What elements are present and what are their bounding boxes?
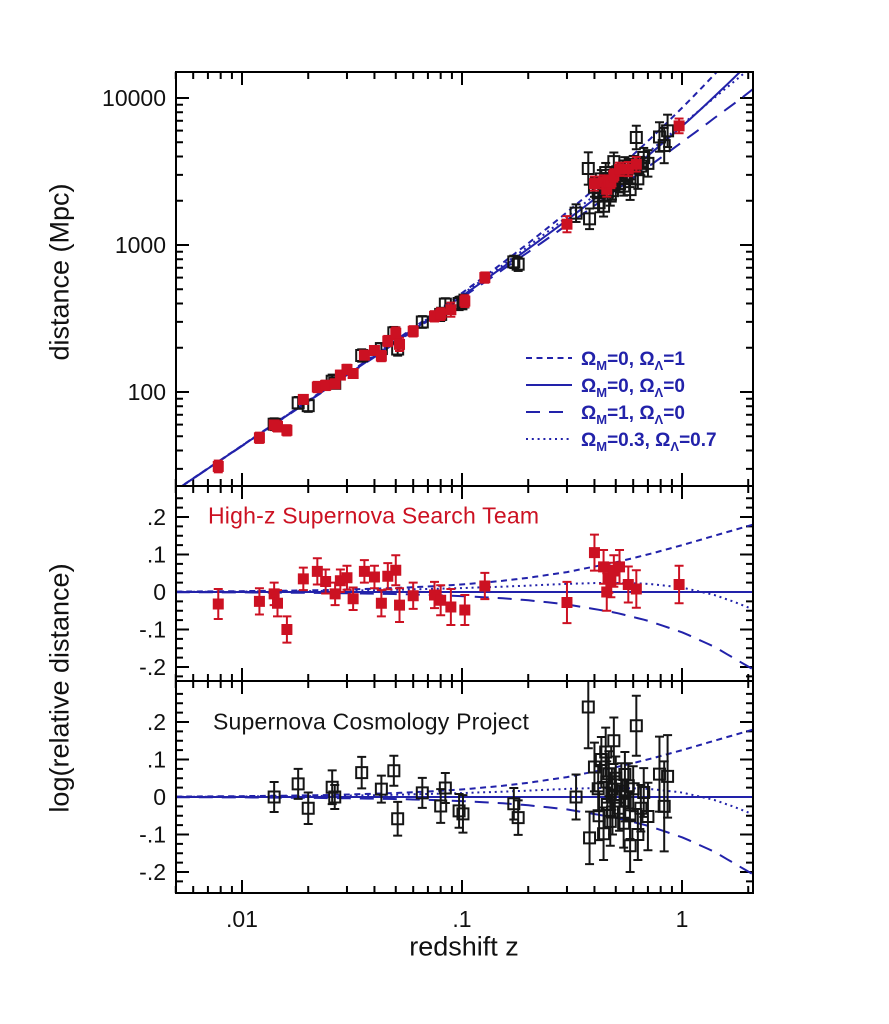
svg-text:-.2: -.2: [139, 859, 166, 885]
svg-text:0: 0: [153, 784, 166, 810]
legend-entry-label: ΩM=1, ΩΛ=0: [581, 403, 685, 427]
legend-entry-label: ΩM=0, ΩΛ=0: [581, 376, 685, 400]
series-highz-panel0: [212, 117, 685, 474]
svg-text:-.1: -.1: [139, 617, 166, 643]
legend-entry-label: ΩM=0.3, ΩΛ=0.7: [581, 430, 717, 454]
svg-text:0: 0: [153, 579, 166, 605]
bottom-panel-title: Supernova Cosmology Project: [213, 708, 530, 735]
svg-text:1: 1: [676, 906, 689, 932]
y-axis-label-log-relative-distance: log(relative distance): [44, 563, 75, 813]
svg-text:.1: .1: [147, 747, 166, 773]
svg-text:.1: .1: [452, 906, 471, 932]
x-axis-label-redshift: redshift z: [409, 931, 519, 962]
svg-text:.2: .2: [147, 504, 166, 530]
svg-text:100: 100: [128, 379, 166, 405]
series-scp-panel2: [267, 682, 675, 873]
svg-text:-.2: -.2: [139, 654, 166, 680]
svg-text:.2: .2: [147, 709, 166, 735]
middle-panel-title: High-z Supernova Search Team: [208, 502, 540, 529]
svg-text:1000: 1000: [115, 232, 166, 258]
legend-entry-label: ΩM=0, ΩΛ=1: [581, 349, 685, 373]
svg-text:10000: 10000: [102, 85, 166, 111]
series-highz-panel1: [212, 533, 685, 644]
svg-text:-.1: -.1: [139, 822, 166, 848]
y-axis-label-distance: distance (Mpc): [44, 183, 75, 361]
svg-text:.01: .01: [226, 906, 258, 932]
legend: ΩM=0, ΩΛ=1 ΩM=0, ΩΛ=0 ΩM=1, ΩΛ=0 ΩM=0.3, ΩΛ…: [526, 349, 717, 454]
svg-text:.1: .1: [147, 542, 166, 568]
